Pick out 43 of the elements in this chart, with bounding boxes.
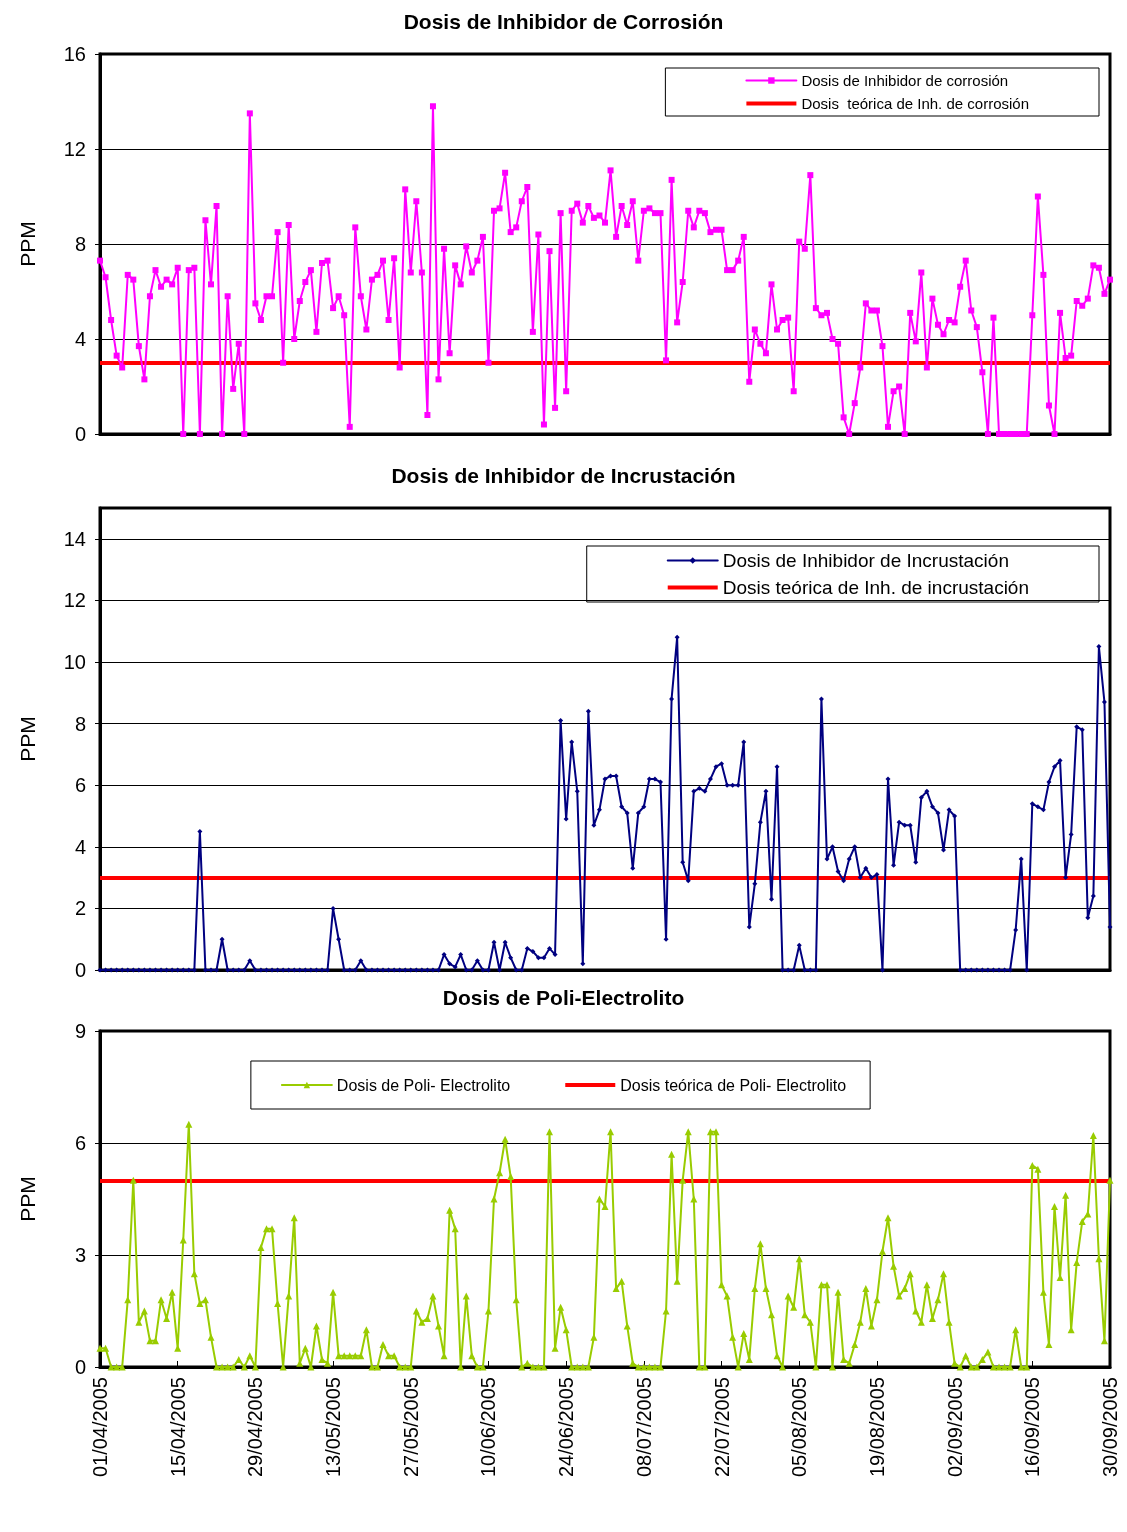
legend-label: Dosis de Inhibidor de corrosión bbox=[801, 72, 1009, 89]
y-tick-label: 9 bbox=[74, 1020, 86, 1042]
y-tick-label: 6 bbox=[74, 1132, 86, 1154]
x-tick-label: 10/06/2005 bbox=[477, 1377, 500, 1478]
legend-label: Dosis teórica de Poli- Electrolito bbox=[620, 1076, 847, 1094]
y-tick-label: 2 bbox=[74, 897, 86, 920]
x-tick-label: 24/06/2005 bbox=[555, 1377, 578, 1478]
chart-title: Dosis de Inhibidor de Incrustación bbox=[391, 464, 736, 487]
legend-label: Dosis teórica de Inh. de corrosión bbox=[801, 95, 1030, 112]
y-tick-label: 4 bbox=[74, 328, 86, 350]
y-tick-label: 10 bbox=[63, 651, 86, 673]
legend-label: Dosis teórica de Inh. de incrustación bbox=[722, 577, 1030, 598]
y-tick-label: 3 bbox=[74, 1244, 86, 1266]
x-tick-label: 22/07/2005 bbox=[710, 1377, 733, 1478]
x-tick-label: 16/09/2005 bbox=[1021, 1377, 1044, 1478]
x-tick-label: 15/04/2005 bbox=[166, 1377, 189, 1478]
x-tick-label: 05/08/2005 bbox=[788, 1377, 811, 1478]
chart-title: Dosis de Poli-Electrolito bbox=[442, 986, 685, 1009]
x-tick-label: 01/04/2005 bbox=[89, 1377, 111, 1478]
x-tick-label: 27/05/2005 bbox=[399, 1377, 422, 1478]
y-axis-title: PPM bbox=[16, 716, 39, 762]
x-tick-label: 29/04/2005 bbox=[244, 1377, 267, 1478]
x-tick-label: 30/09/2005 bbox=[1099, 1377, 1121, 1478]
legend-label: Dosis de Inhibidor de Incrustación bbox=[722, 550, 1009, 571]
x-tick-label: 02/09/2005 bbox=[943, 1377, 966, 1478]
y-axis-title: PPM bbox=[16, 1176, 39, 1222]
legend-label: Dosis de Poli- Electrolito bbox=[336, 1076, 511, 1094]
y-tick-label: 4 bbox=[74, 835, 86, 858]
chart-title: Dosis de Inhibidor de Corrosión bbox=[403, 10, 724, 33]
y-tick-label: 6 bbox=[74, 774, 86, 797]
y-tick-label: 14 bbox=[63, 527, 86, 550]
y-tick-label: 8 bbox=[74, 712, 86, 735]
y-tick-label: 8 bbox=[74, 233, 86, 255]
y-tick-label: 0 bbox=[74, 1356, 86, 1378]
x-tick-label: 13/05/2005 bbox=[322, 1377, 345, 1478]
y-axis-title: PPM bbox=[16, 221, 39, 267]
y-tick-label: 12 bbox=[63, 138, 86, 160]
x-tick-label: 19/08/2005 bbox=[865, 1377, 888, 1478]
y-tick-label: 12 bbox=[63, 589, 86, 612]
y-tick-label: 0 bbox=[74, 423, 86, 445]
x-tick-label: 08/07/2005 bbox=[632, 1377, 655, 1478]
y-tick-label: 16 bbox=[63, 43, 86, 65]
y-tick-label: 0 bbox=[74, 959, 86, 981]
